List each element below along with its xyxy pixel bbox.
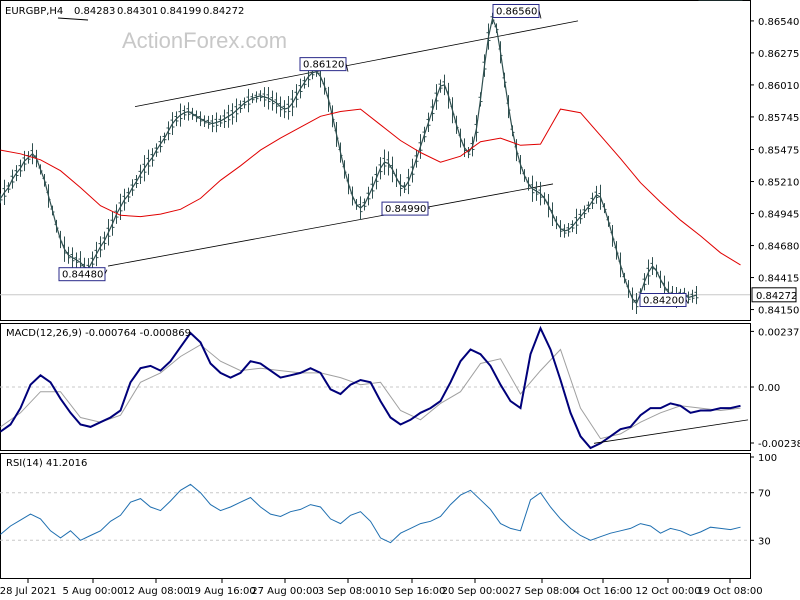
price-y-tick-label: 0.84150 [758, 306, 799, 317]
x-tick-label: 3 Sep 08:00 [318, 586, 378, 597]
price-layer: 0.86540 0.86275 0.86010 0.85745 0.85475 0.852… [0, 0, 799, 317]
macd-y-tick-label: 0.00237 [758, 327, 799, 338]
rsi-layer: 100 70 30 [0, 453, 777, 547]
level-label-leader [345, 63, 349, 72]
level-label: 0.84200 [643, 296, 684, 307]
level-label-leader [104, 269, 108, 274]
price-y-tick-label: 0.86010 [758, 81, 799, 92]
price-y-tick-label: 0.84415 [758, 274, 799, 285]
price-y-tick-label: 0.86275 [758, 49, 799, 60]
moving-average-line [0, 108, 741, 266]
symbol-label: EURGBP,H4 [5, 6, 63, 17]
x-tick-label: 5 Aug 00:00 [62, 586, 123, 597]
macd-layer: 0.00237 0.00 -0.002387 [0, 325, 800, 450]
price-y-tick-label: 0.85210 [758, 178, 799, 189]
watermark: ActionForex.com [122, 28, 287, 53]
x-tick-label: 19 Oct 08:00 [697, 586, 762, 597]
price-y-tick-label: 0.85475 [758, 146, 799, 157]
x-tick-label: 27 Aug 00:00 [251, 586, 318, 597]
macd-title: MACD(12,26,9) -0.000764 -0.000869 [6, 328, 191, 339]
macd-y-tick-label: -0.002387 [758, 439, 800, 450]
rsi-y-tick-label: 70 [758, 489, 771, 500]
level-label-leader [538, 10, 542, 19]
ohlc-high: 0.84301 [117, 6, 158, 17]
rsi-panel-frame [0, 453, 751, 579]
level-label-box [381, 201, 429, 216]
level-label: 0.84480 [62, 270, 103, 281]
level-label: 0.86560 [496, 6, 537, 17]
price-y-tick-label: 0.85745 [758, 113, 799, 124]
level-label-leader [685, 299, 689, 304]
ohlc-low: 0.84199 [160, 6, 201, 17]
price-panel-frame [0, 0, 751, 321]
macd-trendline [593, 419, 749, 444]
x-tick-label: 10 Sep 16:00 [379, 586, 446, 597]
x-tick-label: 20 Sep 00:00 [442, 586, 509, 597]
x-tick-label: 12 Aug 08:00 [122, 586, 189, 597]
price-y-tick-label: 0.86540 [758, 17, 799, 28]
header-arrow-line [57, 17, 89, 21]
ohlc-open: 0.84283 [74, 6, 115, 17]
channel-trendline [107, 183, 554, 267]
macd-y-tick-label: 0.00 [758, 383, 780, 394]
level-label-box [58, 267, 106, 282]
price-series-line [0, 16, 697, 305]
rsi-y-tick-label: 30 [758, 536, 771, 547]
price-y-tick-label: 0.84680 [758, 242, 799, 253]
x-tick-label: 12 Oct 00:00 [635, 586, 700, 597]
level-label: 0.86120 [303, 60, 344, 71]
rsi-line [0, 483, 741, 544]
channel-trendline [134, 20, 579, 108]
level-label: 0.84990 [385, 204, 426, 215]
macd-line [0, 325, 741, 450]
ohlc-close: 0.84272 [203, 6, 244, 17]
price-y-tick-label: 0.84945 [758, 210, 799, 221]
current-price-label: 0.84272 [756, 291, 797, 302]
rsi-y-tick-label: 100 [758, 453, 777, 464]
x-tick-label: 27 Sep 08:00 [509, 586, 576, 597]
x-tick-label: 28 Jul 2021 [0, 586, 56, 597]
x-tick-label: 19 Aug 16:00 [188, 586, 255, 597]
x-tick-label: 4 Oct 16:00 [574, 586, 633, 597]
rsi-title: RSI(14) 41.2016 [6, 458, 87, 469]
current-price-box [751, 287, 797, 303]
